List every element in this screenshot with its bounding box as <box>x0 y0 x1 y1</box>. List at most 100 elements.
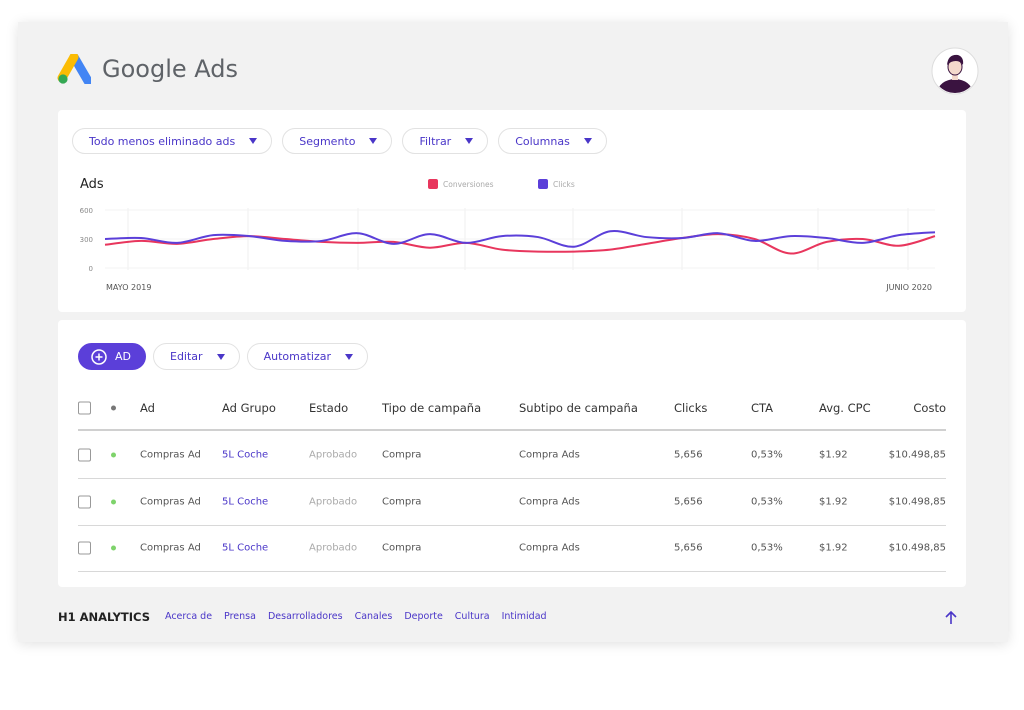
dropdown-arrow <box>249 138 258 144</box>
dropdown-arrow <box>216 353 225 360</box>
series-line <box>104 230 936 248</box>
table-cell: $1.92 <box>819 496 848 507</box>
chart: Ads 0 300 600 MAYO 2019 JUNIO 2020 Conversione… <box>80 177 936 292</box>
column-header: Costo <box>913 401 946 415</box>
table-cell: 5,656 <box>674 496 703 507</box>
filter-label: Columnas <box>515 134 570 148</box>
footer-link[interactable]: Desarrolladores <box>267 611 343 622</box>
table-cell: Compras Ad <box>140 449 201 461</box>
column-header: CTA <box>751 401 774 415</box>
table-cell: Compras Ad <box>140 542 201 554</box>
table-cell: $10.498,85 <box>888 496 946 507</box>
table-cell: Aprobado <box>309 449 358 461</box>
status-header-dot <box>111 405 116 411</box>
footer-link[interactable]: Deporte <box>404 611 443 622</box>
dropdown-arrow <box>344 353 353 360</box>
column-header: Clicks <box>674 401 708 415</box>
column-header: Tipo de campaña <box>382 401 482 415</box>
y-tick-label: 0 <box>89 265 93 273</box>
footer-link[interactable]: Intimidad <box>501 611 547 622</box>
dropdown-arrow <box>369 138 378 144</box>
row-rule <box>78 571 946 572</box>
ad-group-link[interactable]: 5L Coche <box>222 496 269 507</box>
table-cell: Compra Ads <box>519 449 580 461</box>
app-card: Google Ads Ads 0 300 600 MAYO 2019 JUNIO 2020… <box>18 22 1008 642</box>
ad-group-link[interactable]: 5L Coche <box>222 449 269 461</box>
row-rule <box>78 478 946 479</box>
filter-dropdown[interactable]: Filtrar <box>402 128 489 154</box>
action-label: Automatizar <box>263 350 331 363</box>
header-rule <box>78 429 946 431</box>
filter-dropdown[interactable]: Segmento <box>282 128 393 154</box>
add-button[interactable]: AD <box>78 343 146 370</box>
filter-label: Filtrar <box>419 134 452 148</box>
dropdown-arrow <box>465 138 474 144</box>
table-cell: Aprobado <box>309 496 358 507</box>
footer-link[interactable]: Canales <box>354 611 393 622</box>
row-checkbox[interactable] <box>78 541 91 555</box>
row-rule <box>78 524 946 526</box>
table-cell: Compra Ads <box>519 496 580 507</box>
legend-label: Conversiones <box>443 180 494 189</box>
legend-label: Clicks <box>553 180 575 189</box>
y-tick-label: 600 <box>80 207 93 215</box>
logo-icon <box>57 54 91 84</box>
filter-bar: Todo menos eliminado ads Segmento Filtrar C… <box>72 128 607 154</box>
column-header: Avg. CPC <box>819 401 871 415</box>
action-label: Editar <box>170 350 203 363</box>
footer-brand: H1 ANALYTICS <box>58 610 150 624</box>
filter-dropdown[interactable]: Todo menos eliminado ads <box>72 128 273 154</box>
legend-swatch <box>538 179 548 189</box>
chart-panel: Ads 0 300 600 MAYO 2019 JUNIO 2020 Conversione… <box>58 110 966 312</box>
avatar[interactable] <box>930 46 980 96</box>
status-dot <box>111 545 116 551</box>
table-cell: Aprobado <box>309 542 358 554</box>
status-dot <box>111 499 116 504</box>
filter-label: Segmento <box>299 134 356 148</box>
filter-label: Todo menos eliminado ads <box>89 134 236 148</box>
footer-link[interactable]: Acerca de <box>165 611 213 622</box>
footer-link[interactable]: Prensa <box>224 611 256 622</box>
x-tick-label: MAYO 2019 <box>106 283 151 292</box>
legend-swatch <box>428 179 438 189</box>
row-checkbox[interactable] <box>78 495 91 508</box>
column-header: Ad Grupo <box>222 401 276 415</box>
table-cell: Compra <box>382 449 422 461</box>
footer-link[interactable]: Cultura <box>454 611 490 622</box>
ad-group-link[interactable]: 5L Coche <box>222 542 269 554</box>
table-cell: $1.92 <box>819 449 848 461</box>
action-dropdown[interactable]: Automatizar <box>246 343 368 370</box>
footer: H1 ANALYTICS Acerca de Prensa Desarrollado… <box>58 610 966 626</box>
add-label: AD <box>115 350 131 363</box>
table-cell: Compras Ad <box>140 496 201 507</box>
plus-icon <box>91 348 107 365</box>
table-cell: 0,53% <box>751 542 783 554</box>
table-panel: AD Editar Automatizar Ad Ad Grupo Estado Tipo… <box>58 320 966 587</box>
table-cell: 5,656 <box>674 449 703 461</box>
select-all-checkbox[interactable] <box>78 401 91 415</box>
dropdown-arrow <box>583 138 592 144</box>
table-cell: $10.498,85 <box>888 542 946 554</box>
table-cell: $10.498,85 <box>888 449 946 461</box>
filter-dropdown[interactable]: Columnas <box>498 128 607 154</box>
column-header: Estado <box>309 401 349 415</box>
table-cell: $1.92 <box>819 542 848 554</box>
y-tick-label: 300 <box>80 236 93 244</box>
table-cell: 0,53% <box>751 449 783 461</box>
x-tick-label: JUNIO 2020 <box>885 283 932 292</box>
column-header: Ad <box>140 401 155 415</box>
action-dropdown[interactable]: Editar <box>153 343 240 370</box>
status-dot <box>111 452 116 458</box>
table-cell: 0,53% <box>751 496 783 507</box>
chart-title: Ads <box>80 177 104 192</box>
table-cell: Compra Ads <box>519 542 580 554</box>
row-checkbox[interactable] <box>78 448 91 462</box>
table-cell: 5,656 <box>674 542 703 554</box>
logo-text: Google Ads <box>102 55 238 83</box>
table-cell: Compra <box>382 542 422 554</box>
action-bar: AD Editar Automatizar <box>78 343 368 370</box>
table-cell: Compra <box>382 496 422 507</box>
footer-links: Acerca de Prensa Desarrolladores Canales Dep… <box>165 611 547 622</box>
scroll-top[interactable] <box>944 610 958 626</box>
